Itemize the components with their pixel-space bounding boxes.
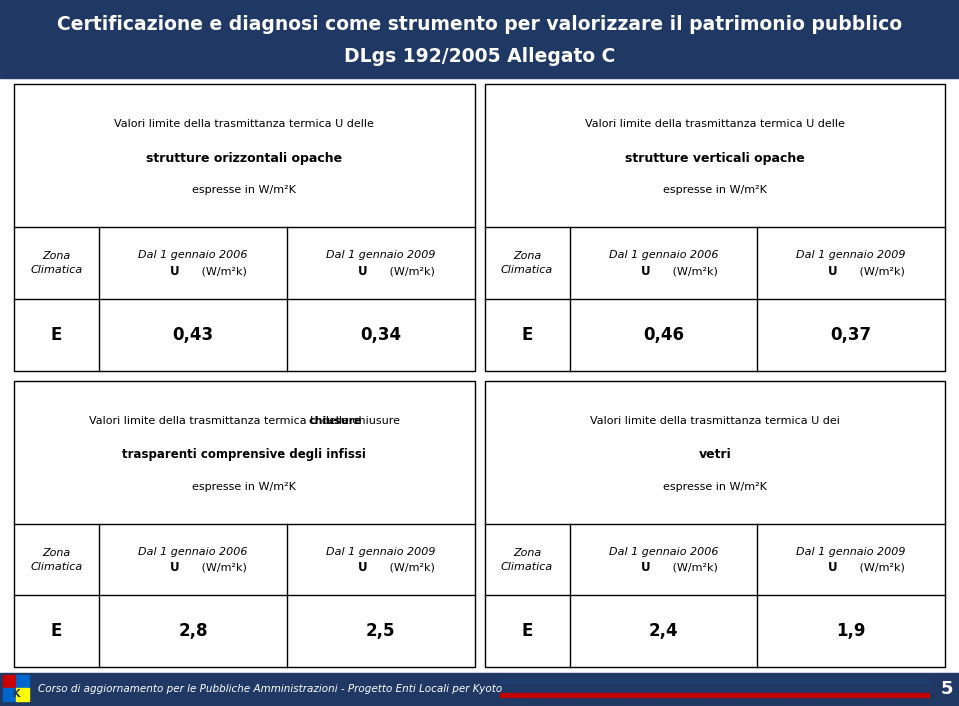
Text: espresse in W/m²K: espresse in W/m²K — [663, 185, 766, 195]
Text: U: U — [170, 561, 180, 574]
Bar — [0, 0, 959, 78]
Text: K: K — [12, 689, 20, 699]
Text: Climatica: Climatica — [31, 561, 82, 572]
Text: Dal 1 gennaio 2009: Dal 1 gennaio 2009 — [326, 250, 435, 260]
Text: (W/m²k): (W/m²k) — [668, 563, 717, 573]
Text: (W/m²k): (W/m²k) — [668, 266, 717, 276]
Text: U: U — [829, 561, 838, 574]
Text: Zona: Zona — [42, 548, 71, 558]
Text: espresse in W/m²K: espresse in W/m²K — [193, 185, 296, 195]
Text: Dal 1 gennaio 2009: Dal 1 gennaio 2009 — [796, 546, 906, 556]
Text: Climatica: Climatica — [501, 561, 553, 572]
Text: (W/m²k): (W/m²k) — [856, 563, 905, 573]
Text: Dal 1 gennaio 2006: Dal 1 gennaio 2006 — [138, 250, 247, 260]
Text: 2,8: 2,8 — [178, 622, 208, 640]
Text: U: U — [358, 265, 367, 277]
Text: 2,5: 2,5 — [366, 622, 395, 640]
Bar — [16, 688, 29, 701]
Text: U: U — [641, 561, 650, 574]
Text: (W/m²k): (W/m²k) — [198, 563, 246, 573]
Text: Dal 1 gennaio 2006: Dal 1 gennaio 2006 — [609, 546, 718, 556]
Text: Dal 1 gennaio 2006: Dal 1 gennaio 2006 — [609, 250, 718, 260]
Text: vetri: vetri — [698, 448, 731, 462]
Bar — [3, 688, 16, 701]
Text: 0,34: 0,34 — [361, 325, 401, 344]
Bar — [0, 673, 959, 706]
Text: 5: 5 — [941, 681, 953, 698]
Text: E: E — [51, 622, 62, 640]
Text: Zona: Zona — [513, 548, 541, 558]
Text: Dal 1 gennaio 2006: Dal 1 gennaio 2006 — [138, 546, 247, 556]
Text: espresse in W/m²K: espresse in W/m²K — [193, 481, 296, 491]
Text: Dal 1 gennaio 2009: Dal 1 gennaio 2009 — [326, 546, 435, 556]
Text: U: U — [641, 265, 650, 277]
Text: espresse in W/m²K: espresse in W/m²K — [663, 481, 766, 491]
Bar — [16, 675, 29, 688]
Text: (W/m²k): (W/m²k) — [386, 266, 434, 276]
Text: Dal 1 gennaio 2009: Dal 1 gennaio 2009 — [796, 250, 906, 260]
Text: Certificazione e diagnosi come strumento per valorizzare il patrimonio pubblico: Certificazione e diagnosi come strumento… — [57, 16, 902, 35]
Bar — [484, 381, 945, 667]
Text: Valori limite della trasmittanza termica U delle chiusure: Valori limite della trasmittanza termica… — [89, 416, 400, 426]
Text: E: E — [51, 325, 62, 344]
Text: Corso di aggiornamento per le Pubbliche Amministrazioni - Progetto Enti Locali p: Corso di aggiornamento per le Pubbliche … — [38, 685, 503, 695]
Text: trasparenti comprensive degli infissi: trasparenti comprensive degli infissi — [123, 448, 366, 462]
Text: Valori limite della trasmittanza termica U delle: Valori limite della trasmittanza termica… — [585, 119, 845, 129]
Text: (W/m²k): (W/m²k) — [856, 266, 905, 276]
Text: 0,37: 0,37 — [830, 325, 872, 344]
Bar — [14, 381, 475, 667]
Text: U: U — [170, 265, 180, 277]
Text: Climatica: Climatica — [31, 265, 82, 275]
Text: U: U — [829, 265, 838, 277]
Text: Climatica: Climatica — [501, 265, 553, 275]
Text: E: E — [522, 622, 533, 640]
Text: strutture verticali opache: strutture verticali opache — [625, 152, 805, 165]
Text: 1,9: 1,9 — [836, 622, 866, 640]
Text: chiusure: chiusure — [309, 416, 363, 426]
Text: U: U — [358, 561, 367, 574]
Text: 0,46: 0,46 — [643, 325, 684, 344]
Bar — [484, 84, 945, 371]
Text: (W/m²k): (W/m²k) — [198, 266, 246, 276]
Text: Zona: Zona — [513, 251, 541, 261]
Bar — [3, 675, 16, 688]
Text: E: E — [522, 325, 533, 344]
Text: Valori limite della trasmittanza termica U dei: Valori limite della trasmittanza termica… — [590, 416, 840, 426]
Text: strutture orizzontali opache: strutture orizzontali opache — [146, 152, 342, 165]
Text: 2,4: 2,4 — [648, 622, 678, 640]
Text: Valori limite della trasmittanza termica U delle: Valori limite della trasmittanza termica… — [114, 119, 374, 129]
Text: 0,43: 0,43 — [173, 325, 214, 344]
Text: DLgs 192/2005 Allegato C: DLgs 192/2005 Allegato C — [344, 47, 615, 66]
Text: (W/m²k): (W/m²k) — [386, 563, 434, 573]
Text: Zona: Zona — [42, 251, 71, 261]
Bar — [14, 84, 475, 371]
